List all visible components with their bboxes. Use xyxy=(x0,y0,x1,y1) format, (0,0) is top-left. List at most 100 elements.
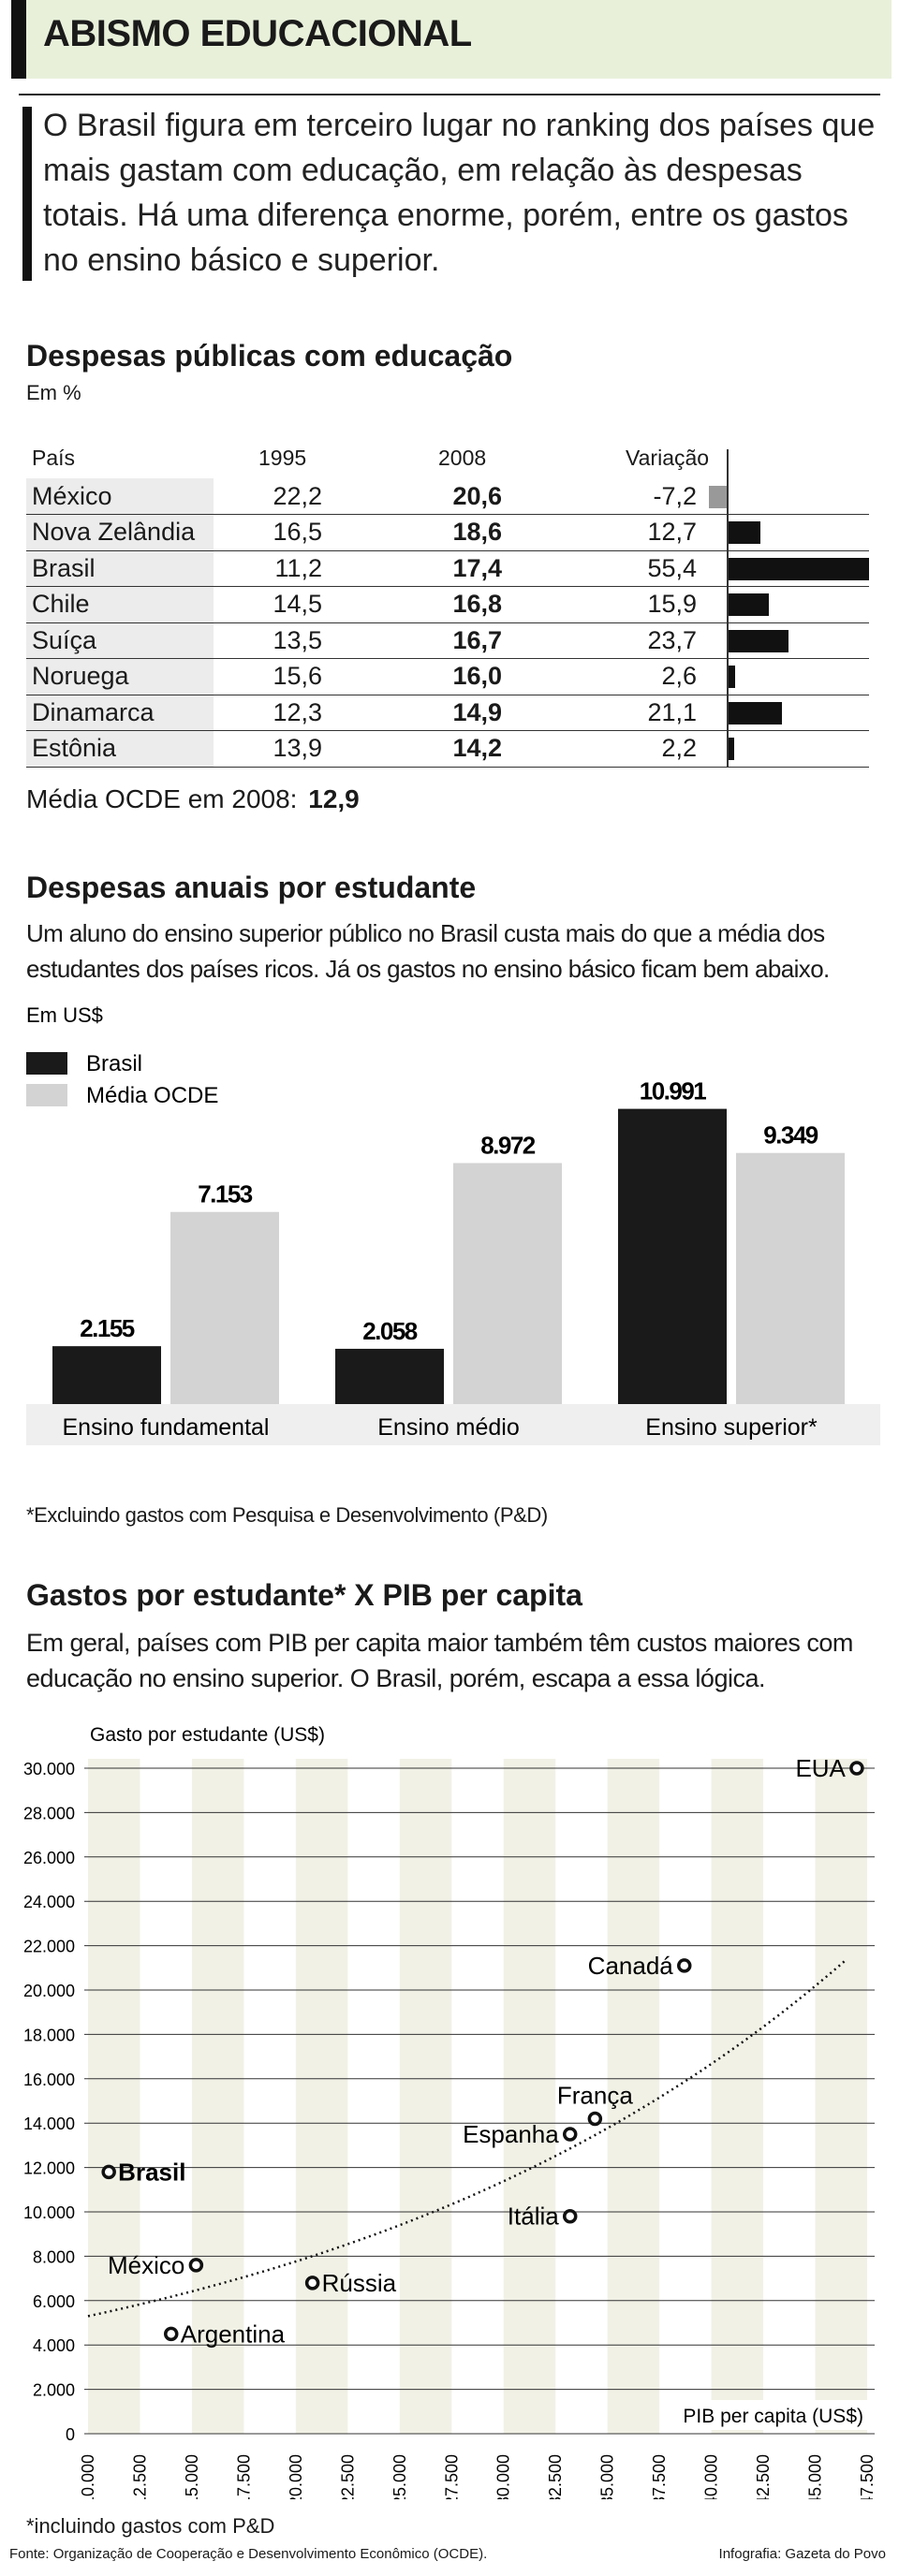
bar-footnote: *Excluindo gastos com Pesquisa e Desenvo… xyxy=(26,1503,548,1527)
expenditure-table: País 1995 2008 Variação México 22,2 20,6 -7,2 No… xyxy=(0,0,899,842)
x-tick-label: 47.500 xyxy=(858,2454,877,2499)
y-tick-label: 28.000 xyxy=(23,1804,75,1822)
table-row: Chile 14,5 16,8 15,9 xyxy=(26,586,869,622)
intro-accent-bar xyxy=(22,107,32,281)
table-row: Estônia 13,9 14,2 2,2 xyxy=(26,730,869,766)
country-cell: México xyxy=(32,481,112,510)
header-accent-bar xyxy=(11,0,26,79)
variation-bar xyxy=(729,666,736,688)
point-label: EUA xyxy=(795,1754,846,1782)
value-1995-cell: 22,2 xyxy=(273,481,322,510)
row-separator xyxy=(26,549,869,551)
value-2008-cell: 16,0 xyxy=(452,662,502,690)
x-tick-label: 12.500 xyxy=(130,2454,149,2499)
bar-value-label: 10.991 xyxy=(640,1077,707,1105)
media-ocde-value: 12,9 xyxy=(308,784,360,813)
data-point xyxy=(101,2164,116,2180)
category-band xyxy=(26,1404,880,1445)
legend-swatch xyxy=(26,1052,67,1075)
variation-cell: -7,2 xyxy=(653,481,697,510)
y-tick-label: 18.000 xyxy=(23,2026,75,2044)
grid-band xyxy=(191,1759,244,2434)
data-point xyxy=(188,2258,204,2273)
country-cell: Nova Zelândia xyxy=(32,518,196,546)
y-tick-label: 0 xyxy=(66,2425,75,2444)
variation-cell: 2,6 xyxy=(661,662,697,690)
media-ocde-label: Média OCDE em 2008: xyxy=(26,784,298,813)
table-row: México 22,2 20,6 -7,2 xyxy=(26,478,869,514)
country-cell: Chile xyxy=(32,590,90,618)
table-row: Noruega 15,6 16,0 2,6 xyxy=(26,658,869,694)
bar-value-label: 2.058 xyxy=(362,1317,418,1345)
bar-value-label: 7.153 xyxy=(198,1180,253,1208)
data-point xyxy=(677,1958,692,1973)
x-tick-label: 45.000 xyxy=(806,2454,825,2499)
data-point xyxy=(849,1761,864,1776)
x-tick-label: 35.000 xyxy=(598,2454,617,2499)
y-axis-title: Gasto por estudante (US$) xyxy=(90,1724,325,1746)
x-tick-label: 32.500 xyxy=(546,2454,565,2499)
trend-line xyxy=(87,1958,847,2318)
point-label: Canadá xyxy=(588,1952,674,1980)
x-axis-title: PIB per capita (US$) xyxy=(683,2406,863,2427)
x-tick-label: 20.000 xyxy=(287,2454,305,2499)
x-tick-label: 42.500 xyxy=(754,2454,773,2499)
value-2008-cell: 14,9 xyxy=(452,697,502,726)
variation-cell: 12,7 xyxy=(647,518,697,546)
legend-label: Média OCDE xyxy=(86,1083,218,1108)
source-note: Fonte: Organização de Cooperação e Desen… xyxy=(9,2546,488,2562)
scatter-section-title: Gastos por estudante* X PIB per capita xyxy=(26,1578,582,1612)
value-1995-cell: 13,5 xyxy=(273,625,322,654)
data-point xyxy=(587,2111,603,2127)
y-tick-label: 12.000 xyxy=(23,2159,75,2178)
y-tick-label: 8.000 xyxy=(33,2247,75,2266)
row-separator xyxy=(26,622,869,623)
credit-note: Infografia: Gazeta do Povo xyxy=(718,2546,886,2562)
bar xyxy=(170,1211,279,1404)
table-row: Brasil 11,2 17,4 55,4 xyxy=(26,550,869,586)
grid-band xyxy=(607,1759,660,2434)
value-2008-cell: 16,7 xyxy=(452,625,502,654)
bar-section-title: Despesas anuais por estudante xyxy=(26,871,477,904)
variation-bar xyxy=(729,557,869,580)
point-label: Rússia xyxy=(322,2269,397,2297)
x-tick-label: 15.000 xyxy=(183,2454,201,2499)
y-tick-label: 22.000 xyxy=(23,1938,75,1956)
bar xyxy=(453,1163,562,1404)
legend-label: Brasil xyxy=(86,1051,142,1076)
value-2008-cell: 20,6 xyxy=(452,481,502,510)
variation-bar xyxy=(729,738,734,760)
grid-band xyxy=(503,1759,556,2434)
table-row: Dinamarca 12,3 14,9 21,1 xyxy=(26,695,869,730)
scatter-section-text: Em geral, países com PIB per capita maio… xyxy=(26,1629,853,1692)
intro-text: O Brasil figura em terceiro lugar no ran… xyxy=(43,108,876,278)
y-tick-label: 16.000 xyxy=(23,2071,75,2089)
row-separator xyxy=(26,514,869,515)
data-point xyxy=(562,2208,578,2224)
variation-axis xyxy=(727,449,729,767)
bar-unit-label: Em US$ xyxy=(26,1003,103,1027)
grid-band xyxy=(88,1759,140,2434)
value-2008-cell: 14,2 xyxy=(452,734,502,762)
point-label: Argentina xyxy=(181,2320,286,2348)
x-tick-label: 10.000 xyxy=(79,2454,97,2499)
table-row: Nova Zelândia 16,5 18,6 12,7 xyxy=(26,514,869,549)
category-label: Ensino superior* xyxy=(645,1414,818,1441)
grid-band xyxy=(711,1759,764,2434)
row-separator xyxy=(26,730,869,731)
value-1995-cell: 11,2 xyxy=(274,553,322,582)
y-tick-label: 24.000 xyxy=(23,1893,75,1911)
value-1995-cell: 15,6 xyxy=(273,662,322,690)
country-cell: Suíça xyxy=(32,625,97,654)
x-tick-label: 25.000 xyxy=(391,2454,409,2499)
x-tick-label: 22.500 xyxy=(338,2454,357,2499)
grid-band xyxy=(295,1759,348,2434)
data-point xyxy=(562,2127,578,2142)
variation-bar xyxy=(729,593,770,616)
media-ocde: Média OCDE em 2008: 12,9 xyxy=(26,784,360,814)
x-tick-label: 37.500 xyxy=(650,2454,669,2499)
y-tick-label: 30.000 xyxy=(23,1760,75,1778)
variation-bar xyxy=(708,485,727,508)
table-header-cell: 1995 xyxy=(258,446,307,470)
category-label: Ensino médio xyxy=(377,1414,519,1441)
